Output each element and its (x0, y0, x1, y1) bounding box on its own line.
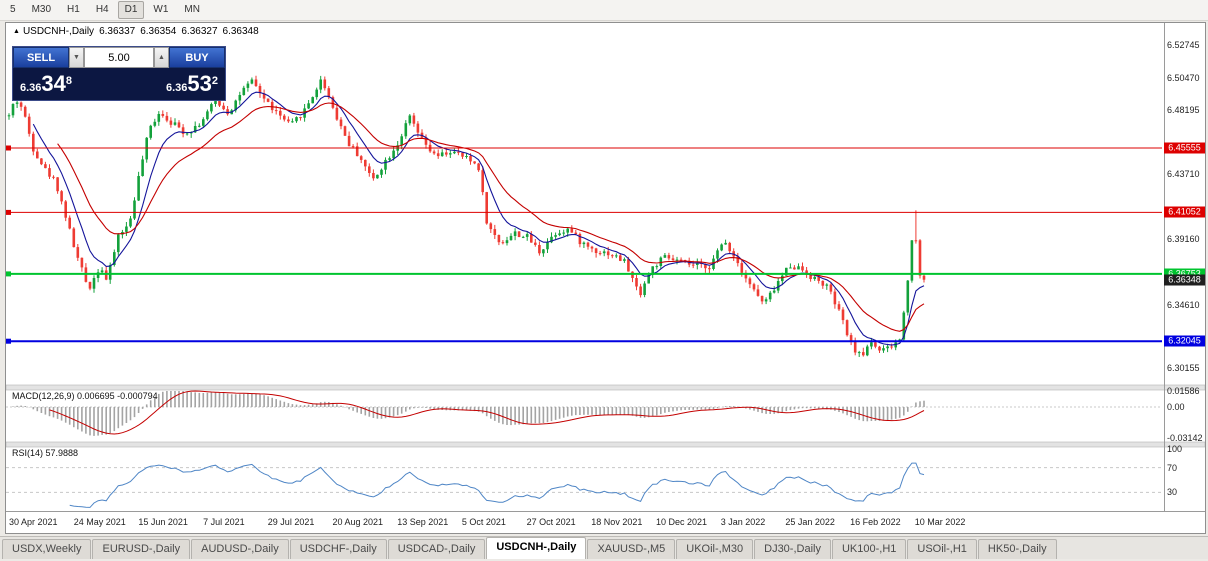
price-level-label: 6.45555 (1164, 142, 1205, 154)
price-axis-label: 6.30155 (1167, 363, 1200, 374)
price-level-label: 6.36753 (1164, 268, 1205, 280)
date-axis-label: 29 Jul 2021 (267, 517, 315, 527)
volume-input[interactable] (85, 48, 153, 67)
date-axis-label: 20 Aug 2021 (332, 517, 384, 527)
timeframe-button-d1[interactable]: D1 (117, 1, 145, 19)
bid-price: 6.36348 (20, 70, 73, 96)
tab-ukoil-m30[interactable]: UKOil-,M30 (676, 539, 754, 559)
date-axis-label: 10 Mar 2022 (914, 517, 966, 527)
one-click-trade-panel: SELL ▼ ▲ BUY 6.36348 6.36532 (12, 46, 226, 101)
timeframe-button-m30[interactable]: M30 (31, 4, 52, 15)
macd-indicator-label: MACD(12,26,9) 0.006695 -0.000794 (12, 391, 158, 401)
ask-prefix: 6.36 (165, 81, 188, 94)
tab-xauusd-m5[interactable]: XAUUSD-,M5 (587, 539, 676, 559)
tab-eurusd-daily[interactable]: EURUSD-,Daily (92, 539, 191, 559)
rsi-indicator-label: RSI(14) 57.9888 (12, 448, 78, 458)
tab-usdcad-daily[interactable]: USDCAD-,Daily (387, 539, 486, 559)
rsi-axis-label: 30 (1167, 487, 1178, 498)
rsi-axis-label: 100 (1167, 444, 1183, 454)
timeframe-button-5[interactable]: 5 (10, 4, 16, 15)
price-level-label: 6.32045 (1164, 335, 1205, 347)
tab-usdcnh-daily[interactable]: USDCNH-,Daily (486, 537, 587, 559)
ohlc-close: 6.36348 (222, 26, 259, 37)
trade-panel-controls: SELL ▼ ▲ BUY (13, 47, 225, 68)
tab-uk100-h1[interactable]: UK100-,H1 (831, 539, 907, 559)
collapse-icon[interactable]: ▲ (13, 28, 20, 35)
date-axis-label: 5 Oct 2021 (461, 517, 506, 527)
tab-usoil-h1[interactable]: USOil-,H1 (907, 539, 977, 559)
ohlc-high: 6.36354 (140, 26, 177, 37)
timeframe-button-h4[interactable]: H4 (95, 4, 109, 15)
ask-sup-digit: 2 (211, 74, 218, 87)
symbol-label: USDCNH-,Daily (22, 26, 95, 37)
date-axis-label: 30 Apr 2021 (9, 517, 58, 527)
rsi-name: RSI(14) (12, 448, 44, 458)
macd-axis-label: 0.00 (1167, 402, 1185, 412)
bid-big-digits: 34 (41, 70, 66, 96)
volume-increase-icon[interactable]: ▲ (154, 47, 169, 68)
ask-price: 6.36532 (165, 70, 218, 96)
chart-canvas[interactable] (6, 23, 1205, 533)
tab-dj30-daily[interactable]: DJ30-,Daily (754, 539, 831, 559)
price-level-label: 6.36348 (1164, 274, 1205, 286)
bid-sup-digit: 8 (65, 74, 73, 87)
timeframe-button-w1[interactable]: W1 (153, 4, 169, 15)
date-axis-label: 15 Jun 2021 (138, 517, 188, 527)
tab-audusd-daily[interactable]: AUDUSD-,Daily (191, 539, 289, 559)
timeframe-button-mn[interactable]: MN (184, 4, 200, 15)
bid-ask-display: 6.36348 6.36532 (13, 68, 225, 100)
buy-button[interactable]: BUY (169, 47, 225, 68)
price-axis-label: 6.39160 (1167, 234, 1200, 245)
volume-decrease-icon[interactable]: ▼ (69, 47, 84, 68)
timeframe-toolbar: 5 M30 H1 H4 D1 W1 MN (0, 0, 1208, 21)
tab-usdchf-daily[interactable]: USDCHF-,Daily (289, 539, 387, 559)
macd-name: MACD(12,26,9) (12, 391, 75, 401)
bid-prefix: 6.36 (20, 81, 42, 94)
symbol-ohlc-header: ▲ USDCNH-,Daily 6.36337 6.36354 6.36327 6.363… (13, 26, 264, 37)
date-axis-label: 13 Sep 2021 (397, 517, 449, 527)
price-axis-label: 6.50470 (1167, 72, 1200, 83)
tab-hk50-daily[interactable]: HK50-,Daily (977, 539, 1057, 559)
date-axis-label: 7 Jul 2021 (203, 517, 245, 527)
volume-field-wrap (84, 47, 154, 68)
price-axis-label: 6.48195 (1167, 105, 1200, 116)
macd-values: 0.006695 -0.000794 (77, 391, 158, 401)
ohlc-low: 6.36327 (181, 26, 218, 37)
date-axis-label: 25 Jan 2022 (785, 517, 835, 527)
date-axis-label: 27 Oct 2021 (526, 517, 576, 527)
date-axis-label: 3 Jan 2022 (720, 517, 766, 527)
macd-axis-label: 0.01586 (1167, 386, 1200, 397)
date-axis-label: 10 Dec 2021 (656, 517, 708, 527)
rsi-value: 57.9888 (45, 448, 79, 458)
price-axis-label: 6.34610 (1167, 299, 1200, 310)
sell-button[interactable]: SELL (13, 47, 69, 68)
date-axis-label: 24 May 2021 (73, 517, 126, 527)
date-axis-label: 18 Nov 2021 (591, 517, 643, 527)
timeframe-button-h1[interactable]: H1 (67, 4, 80, 15)
price-axis-label: 6.52745 (1167, 40, 1200, 51)
price-chart-svg (6, 23, 1205, 512)
tab-usdx-weekly[interactable]: USDX,Weekly (2, 539, 92, 559)
price-level-label: 6.41052 (1164, 206, 1205, 218)
ask-big-digits: 53 (187, 70, 212, 96)
macd-axis-label: -0.03142 (1167, 433, 1203, 444)
ohlc-open: 6.36337 (99, 26, 136, 37)
symbol-tab-bar: USDX,Weekly EURUSD-,Daily AUDUSD-,Daily USD… (0, 536, 1208, 559)
date-axis-label: 16 Feb 2022 (850, 517, 901, 527)
price-axis-label: 6.43710 (1167, 169, 1200, 180)
chart-window: ▲ USDCNH-,Daily 6.36337 6.36354 6.36327 6.363… (5, 22, 1206, 534)
rsi-axis-label: 70 (1167, 462, 1178, 473)
